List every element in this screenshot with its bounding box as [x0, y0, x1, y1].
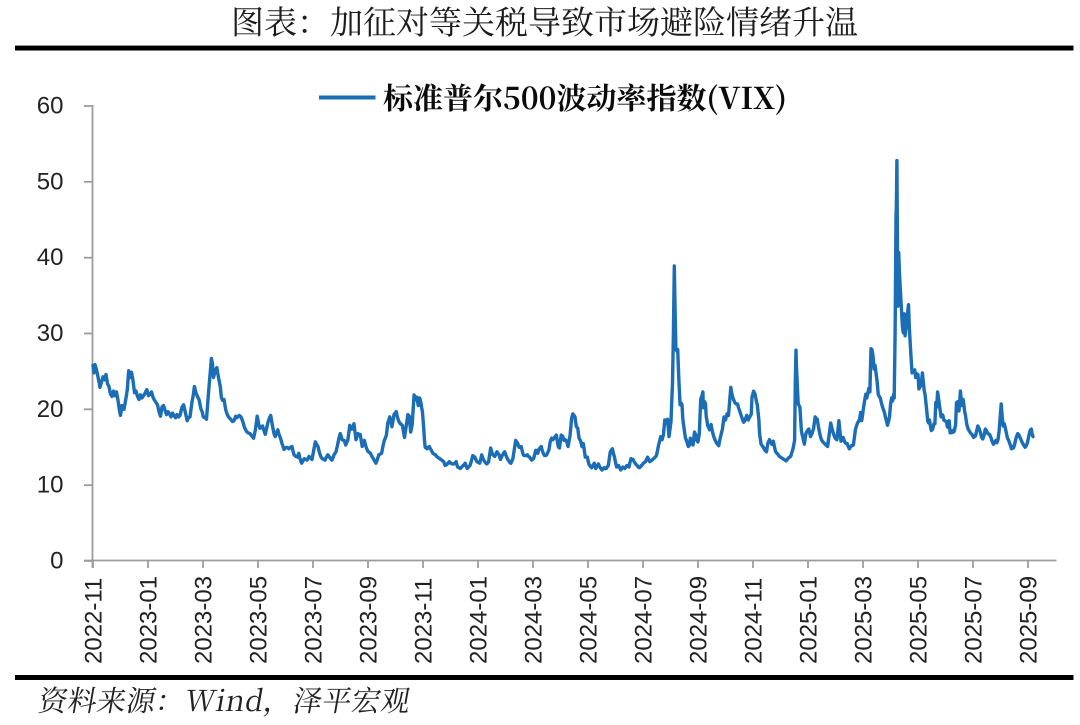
svg-text:50: 50 — [37, 168, 64, 195]
svg-text:2024-11: 2024-11 — [741, 578, 768, 664]
svg-text:2024-03: 2024-03 — [521, 576, 548, 664]
svg-text:20: 20 — [37, 396, 64, 423]
svg-text:2025-09: 2025-09 — [1016, 576, 1043, 664]
svg-text:2024-09: 2024-09 — [686, 576, 713, 664]
svg-text:10: 10 — [37, 472, 64, 499]
svg-text:2023-09: 2023-09 — [356, 576, 383, 664]
svg-text:40: 40 — [37, 244, 64, 271]
svg-text:2023-11: 2023-11 — [411, 578, 438, 664]
svg-text:0: 0 — [50, 548, 63, 575]
svg-text:2025-07: 2025-07 — [961, 576, 988, 664]
svg-text:2024-05: 2024-05 — [576, 576, 603, 664]
svg-text:2025-03: 2025-03 — [851, 576, 878, 664]
svg-text:2024-07: 2024-07 — [631, 576, 658, 664]
svg-text:2024-01: 2024-01 — [466, 576, 493, 664]
svg-text:2022-11: 2022-11 — [81, 578, 108, 664]
svg-text:60: 60 — [37, 93, 64, 120]
svg-text:2023-01: 2023-01 — [136, 576, 163, 664]
svg-text:2023-07: 2023-07 — [301, 576, 328, 664]
svg-text:2025-05: 2025-05 — [906, 576, 933, 664]
svg-text:2023-05: 2023-05 — [246, 576, 273, 664]
svg-text:30: 30 — [37, 320, 64, 347]
svg-text:2023-03: 2023-03 — [191, 576, 218, 664]
svg-text:2025-01: 2025-01 — [796, 576, 823, 664]
